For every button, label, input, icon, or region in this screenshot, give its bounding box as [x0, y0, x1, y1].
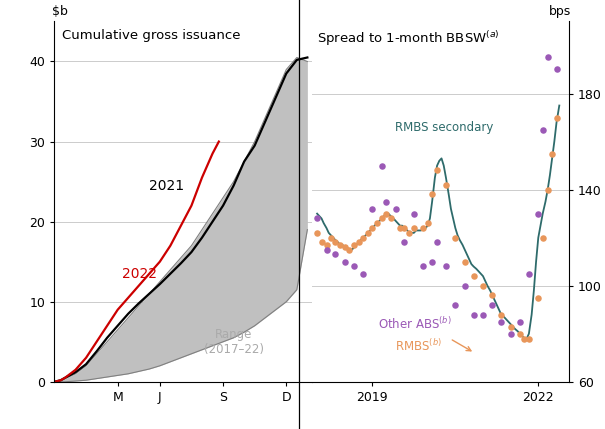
Point: [423, 220, 433, 227]
Point: [469, 311, 479, 318]
Point: [548, 6, 557, 13]
Point: [520, 335, 529, 342]
Point: [496, 311, 506, 318]
Point: [534, 210, 543, 217]
Point: [400, 239, 410, 246]
Point: [478, 311, 488, 318]
Point: [451, 302, 460, 308]
Point: [524, 270, 534, 277]
Point: [419, 225, 428, 232]
Point: [552, 66, 561, 73]
Point: [349, 242, 359, 248]
Point: [534, 294, 543, 301]
Point: [312, 230, 322, 236]
Point: [400, 225, 410, 232]
Point: [427, 191, 437, 198]
Point: [354, 239, 364, 246]
Point: [358, 234, 368, 241]
Point: [405, 230, 414, 236]
Point: [506, 330, 515, 337]
Point: [340, 258, 350, 265]
Point: [372, 220, 382, 227]
Text: 2021: 2021: [149, 178, 185, 193]
Point: [488, 302, 497, 308]
Point: [515, 318, 525, 325]
Point: [330, 251, 340, 258]
Point: [340, 244, 350, 251]
Point: [336, 242, 345, 248]
Point: [381, 198, 391, 205]
Text: $b: $b: [52, 5, 68, 18]
Point: [386, 215, 396, 222]
Text: 2022: 2022: [122, 267, 157, 281]
Text: Cumulative gross issuance: Cumulative gross issuance: [62, 29, 241, 42]
Point: [524, 335, 534, 342]
Point: [312, 215, 322, 222]
Point: [432, 167, 442, 174]
Point: [478, 282, 488, 289]
Point: [488, 292, 497, 299]
Point: [368, 205, 378, 212]
Text: bps: bps: [549, 5, 571, 18]
Point: [358, 270, 368, 277]
Point: [548, 150, 557, 157]
Point: [460, 282, 469, 289]
Point: [515, 330, 525, 337]
Point: [441, 181, 451, 188]
Point: [326, 234, 336, 241]
Point: [395, 225, 405, 232]
Point: [432, 239, 442, 246]
Point: [322, 242, 332, 248]
Point: [469, 273, 479, 280]
Point: [322, 246, 332, 253]
Point: [538, 234, 548, 241]
Text: Range
(2017–22): Range (2017–22): [204, 328, 264, 356]
Point: [409, 210, 419, 217]
Point: [552, 114, 561, 121]
Point: [368, 225, 378, 232]
Text: RMBS$^{(b)}$: RMBS$^{(b)}$: [394, 338, 442, 353]
Text: Other ABS$^{(b)}$: Other ABS$^{(b)}$: [378, 316, 452, 332]
Point: [377, 162, 387, 169]
Point: [419, 263, 428, 270]
Text: RMBS secondary: RMBS secondary: [395, 121, 494, 134]
Point: [344, 246, 354, 253]
Point: [441, 263, 451, 270]
Point: [543, 54, 552, 61]
Point: [363, 230, 373, 236]
Point: [377, 215, 387, 222]
Point: [381, 210, 391, 217]
Point: [409, 225, 419, 232]
Point: [460, 258, 469, 265]
Point: [506, 323, 515, 330]
Text: Spread to 1-month BBSW$^{(a)}$: Spread to 1-month BBSW$^{(a)}$: [317, 29, 500, 48]
Point: [496, 318, 506, 325]
Point: [349, 263, 359, 270]
Point: [543, 186, 552, 193]
Point: [316, 239, 326, 246]
Point: [330, 239, 340, 246]
Point: [451, 234, 460, 241]
Point: [391, 205, 401, 212]
Point: [538, 126, 548, 133]
Point: [427, 258, 437, 265]
